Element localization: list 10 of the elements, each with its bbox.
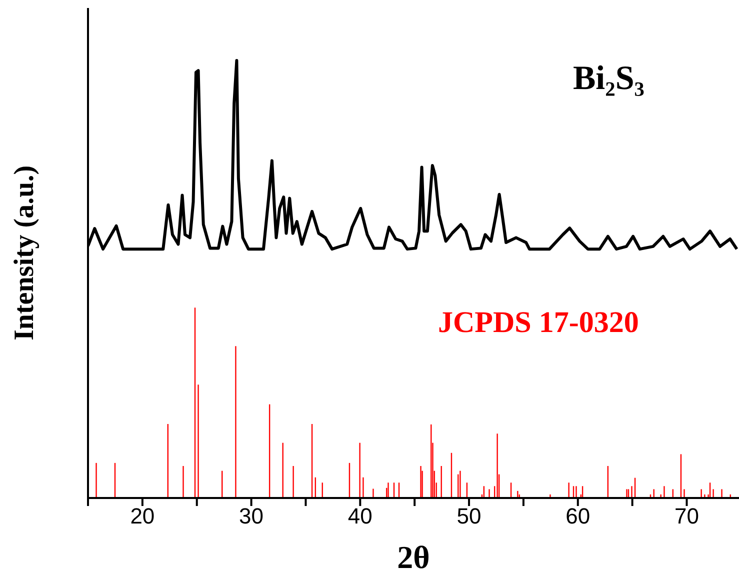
x-tick-label: 30 — [239, 504, 264, 529]
y-axis-title: Intensity (a.u.) — [8, 165, 40, 341]
x-axis-title: 2θ — [397, 539, 430, 575]
text: Bi₂S₃ — [573, 60, 644, 98]
x-tick-label: 20 — [130, 504, 155, 529]
x-tick-label: 40 — [348, 504, 372, 529]
x-tick-label: 50 — [456, 504, 482, 529]
x-tick-label: 70 — [674, 504, 699, 529]
x-tick-label: 60 — [566, 504, 590, 529]
text: JCPDS 17-0320 — [438, 306, 639, 340]
